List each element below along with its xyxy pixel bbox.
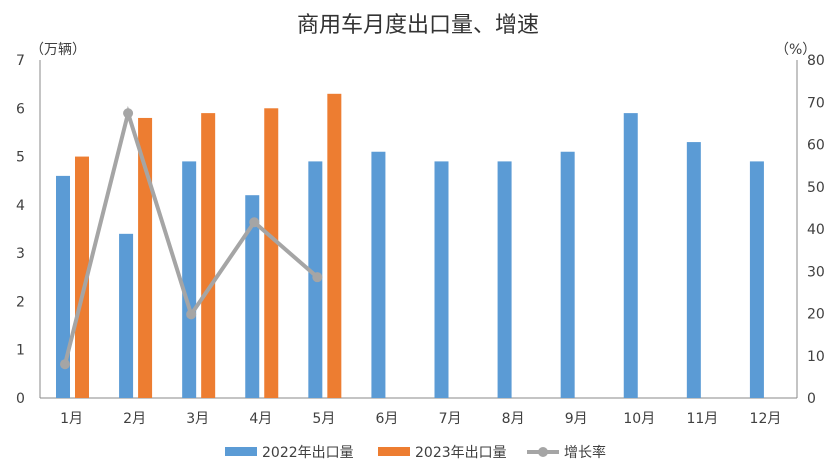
right-tick-label: 30 xyxy=(807,264,825,280)
right-tick-label: 50 xyxy=(807,180,825,196)
bar-2022年出口量 xyxy=(623,113,638,398)
point-增长率 xyxy=(186,309,197,320)
legend-label: 2022年出口量 xyxy=(262,445,354,461)
x-tick-label: 9月 xyxy=(565,411,588,427)
x-tick-label: 7月 xyxy=(439,411,462,427)
bar-2022年出口量 xyxy=(560,151,575,398)
bar-2022年出口量 xyxy=(182,161,197,398)
right-tick-label: 0 xyxy=(807,391,816,407)
bar-2022年出口量 xyxy=(371,151,386,398)
bar-2022年出口量 xyxy=(686,142,701,398)
right-tick-label: 60 xyxy=(807,138,825,154)
left-tick-label: 7 xyxy=(16,53,25,69)
x-tick-label: 8月 xyxy=(502,411,525,427)
bar-2022年出口量 xyxy=(434,161,449,398)
x-tick-label: 3月 xyxy=(186,411,209,427)
x-tick-label: 12月 xyxy=(750,411,782,427)
x-tick-label: 10月 xyxy=(623,411,655,427)
x-tick-label: 5月 xyxy=(312,411,335,427)
bar-2023年出口量 xyxy=(138,117,153,398)
left-tick-label: 4 xyxy=(16,198,25,214)
right-tick-label: 70 xyxy=(807,95,825,111)
legend-swatch xyxy=(225,447,257,456)
bar-2022年出口量 xyxy=(497,161,512,398)
left-tick-label: 5 xyxy=(16,150,25,166)
point-增长率 xyxy=(60,359,70,370)
left-tick-label: 3 xyxy=(16,246,25,262)
x-tick-label: 2月 xyxy=(123,411,146,427)
x-tick-label: 4月 xyxy=(249,411,272,427)
left-axis-label: （万辆） xyxy=(30,42,86,58)
bar-2022年出口量 xyxy=(749,161,764,398)
legend-label: 增长率 xyxy=(564,444,606,461)
right-tick-label: 80 xyxy=(807,53,825,69)
bar-2023年出口量 xyxy=(327,93,342,399)
chart-title: 商用车月度出口量、增速 xyxy=(297,13,539,38)
legend-swatch xyxy=(378,447,410,456)
bar-2023年出口量 xyxy=(264,108,279,399)
left-tick-label: 1 xyxy=(16,343,25,359)
left-tick-label: 0 xyxy=(16,391,25,407)
legend-marker xyxy=(538,447,548,457)
point-增长率 xyxy=(312,272,323,283)
x-tick-label: 1月 xyxy=(60,411,83,427)
x-tick-label: 11月 xyxy=(686,411,718,427)
left-tick-label: 6 xyxy=(16,101,25,117)
bar-2022年出口量 xyxy=(119,233,134,398)
bar-2023年出口量 xyxy=(201,113,216,398)
bar-2023年出口量 xyxy=(75,156,89,398)
right-tick-label: 10 xyxy=(807,349,825,365)
legend-label: 2023年出口量 xyxy=(415,445,507,461)
point-增长率 xyxy=(123,108,134,119)
bar-2022年出口量 xyxy=(56,175,70,398)
left-tick-label: 2 xyxy=(16,294,25,310)
x-tick-label: 6月 xyxy=(375,411,398,427)
point-增长率 xyxy=(249,217,260,228)
right-axis-label: （%） xyxy=(775,42,816,58)
right-tick-label: 40 xyxy=(807,222,825,238)
bar-2022年出口量 xyxy=(245,195,260,398)
right-tick-label: 20 xyxy=(807,307,825,323)
